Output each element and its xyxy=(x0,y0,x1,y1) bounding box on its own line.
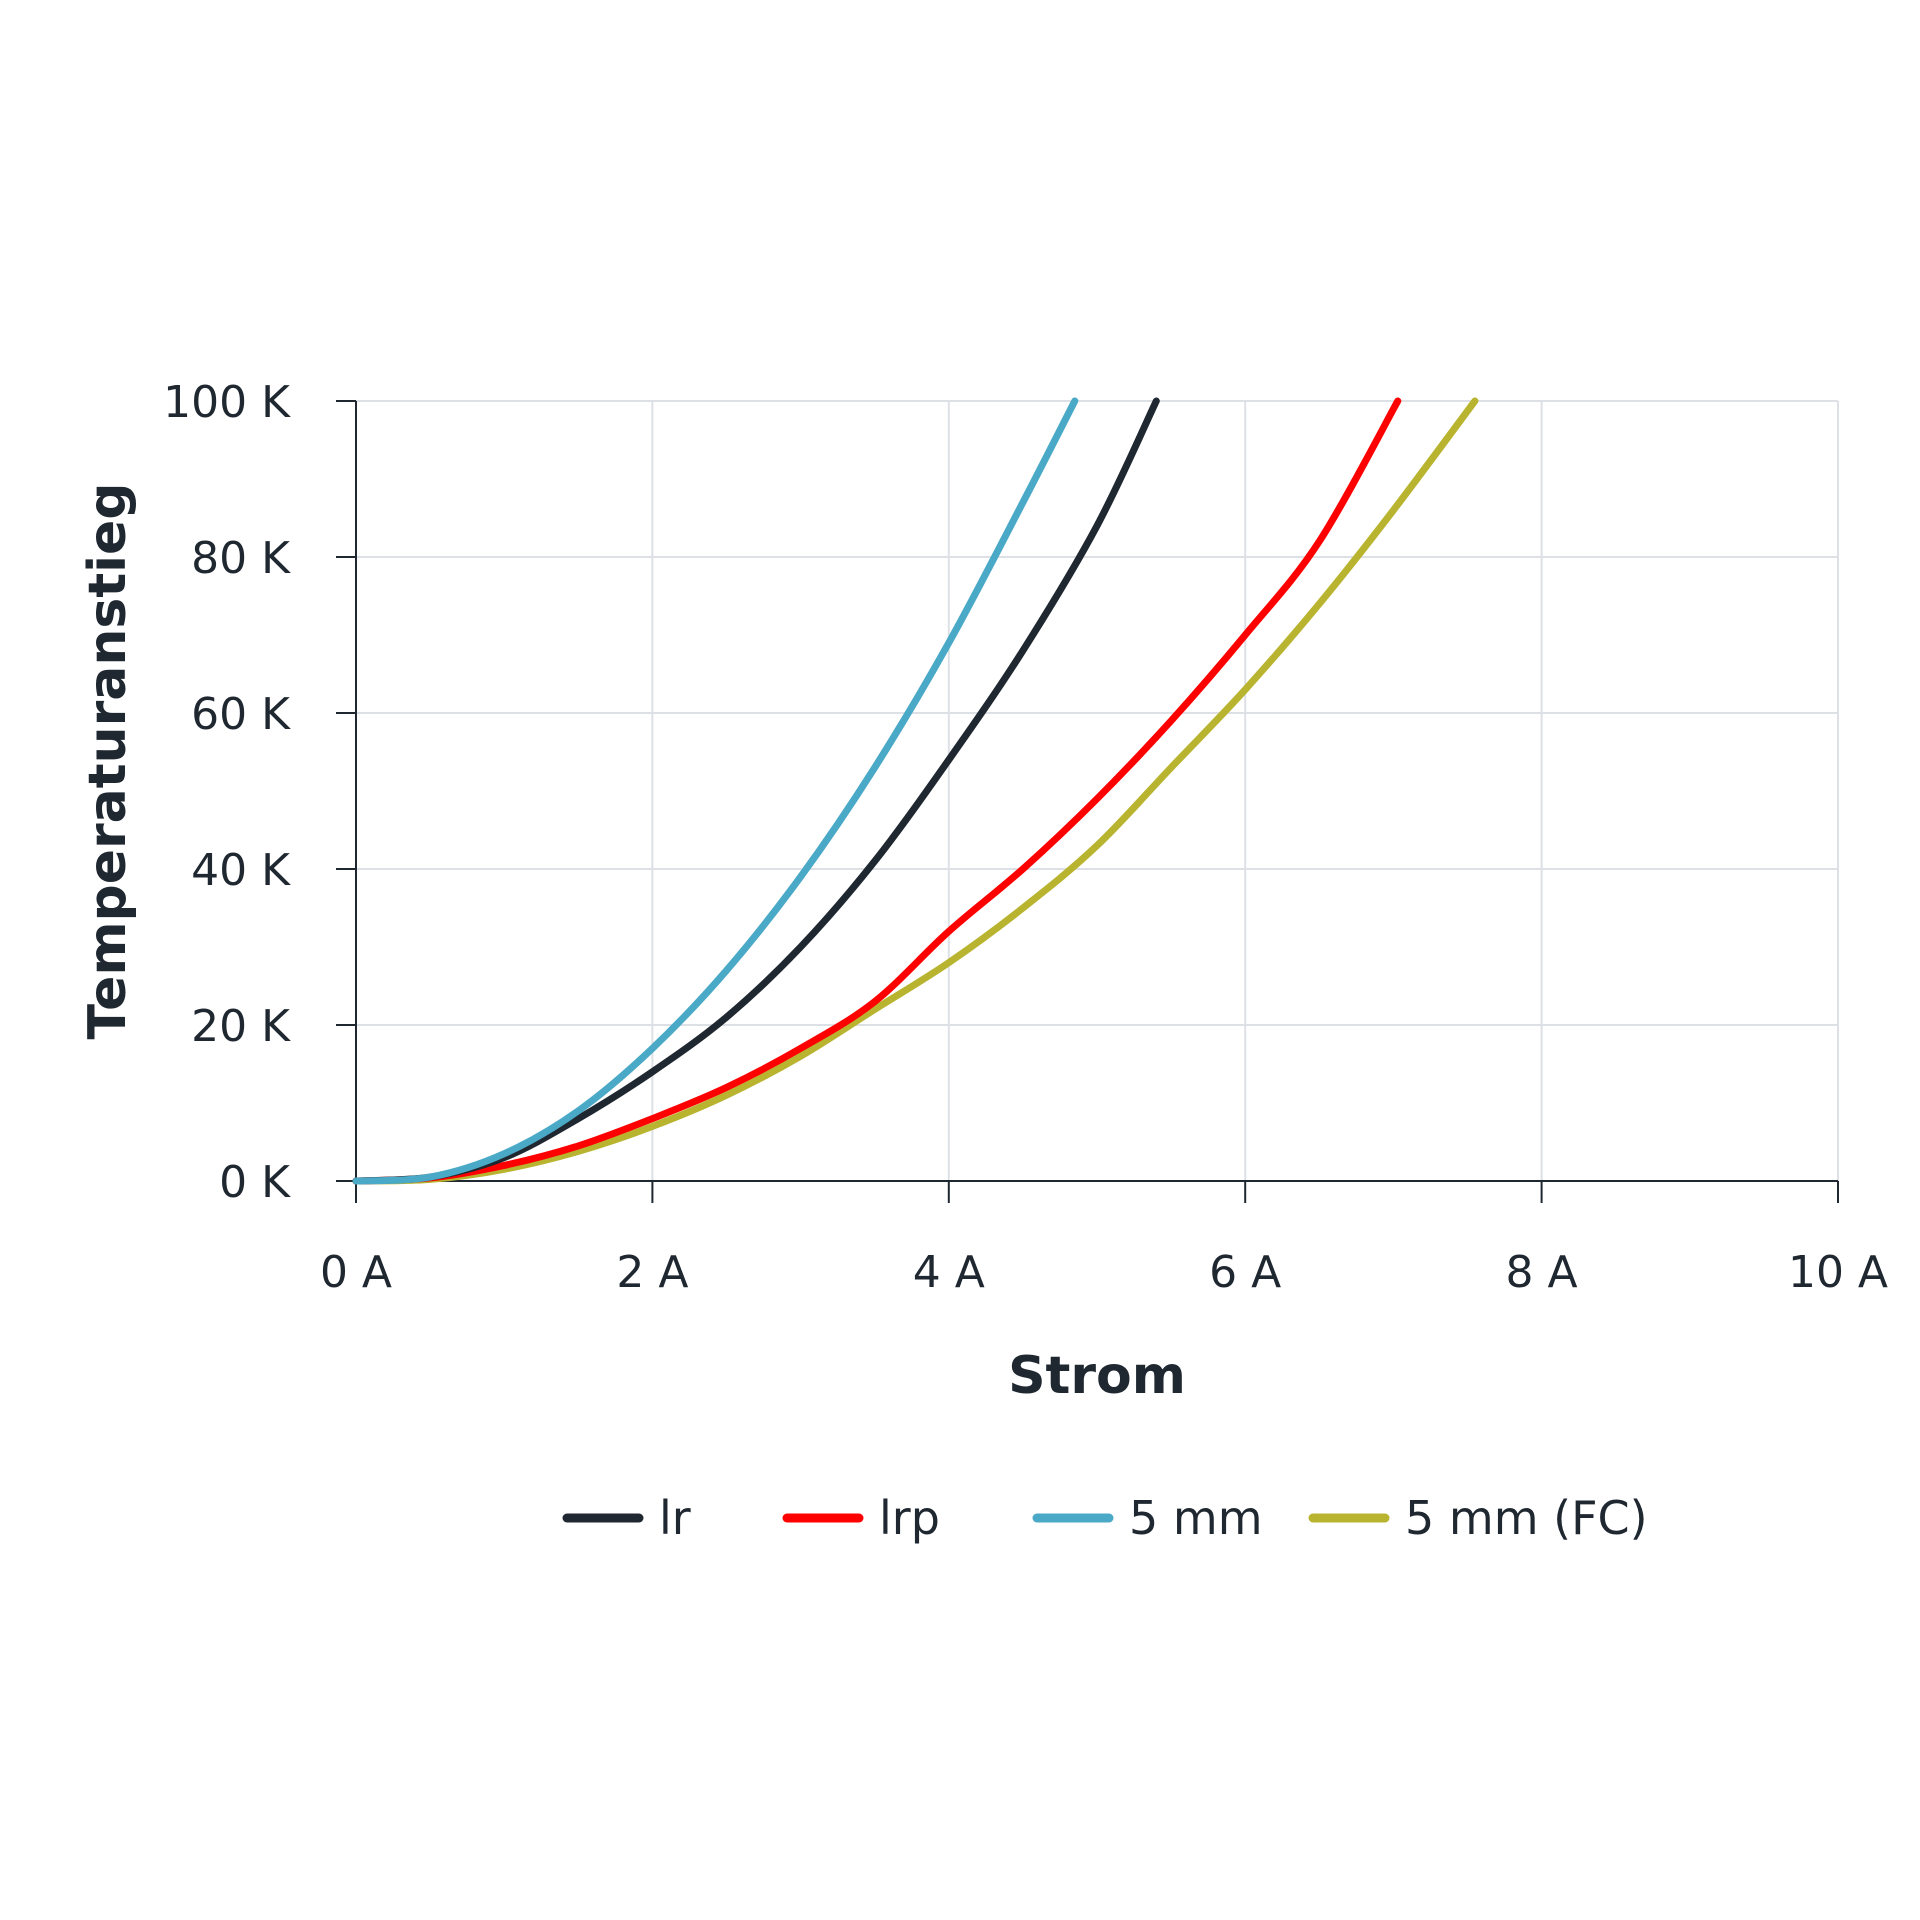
y-tick-label: 0 K xyxy=(219,1157,291,1208)
grid xyxy=(356,400,1839,1181)
y-tick-label: 80 K xyxy=(191,533,291,584)
legend-item-lrp: lrp xyxy=(782,1491,940,1545)
x-tick-label: 6 A xyxy=(1209,1247,1281,1298)
legend-item-5-mm: 5 mm xyxy=(1032,1491,1263,1545)
ticks: 0 K 20 K 40 K 60 K 80 K 100 K 0 A 2 A 4 A 6 A 8 A 1… xyxy=(163,377,1888,1298)
series-lines xyxy=(352,397,1479,1185)
x-tick-label: 10 A xyxy=(1788,1247,1888,1298)
x-axis-title: Strom xyxy=(1008,1346,1186,1406)
x-tick-label: 8 A xyxy=(1506,1247,1578,1298)
y-tick-label: 100 K xyxy=(163,377,291,428)
legend-item-5-mm-fc: 5 mm (FC) xyxy=(1308,1491,1648,1545)
series-line-lrp xyxy=(352,397,1402,1185)
x-tick-label: 0 A xyxy=(320,1247,392,1298)
y-tick-label: 40 K xyxy=(191,845,291,896)
legend-item-lr: lr xyxy=(562,1491,691,1545)
legend: lr lrp 5 mm 5 mm (FC) xyxy=(562,1491,1648,1545)
series-line-5-mm-fc xyxy=(352,397,1479,1185)
legend-label: lr xyxy=(659,1491,691,1545)
series-line-5-mm xyxy=(352,397,1079,1185)
legend-label: 5 mm (FC) xyxy=(1405,1491,1648,1545)
x-tick-label: 2 A xyxy=(616,1247,688,1298)
y-axis-title: Temperaturanstieg xyxy=(78,483,138,1040)
y-tick-label: 20 K xyxy=(191,1001,291,1052)
y-tick-label: 60 K xyxy=(191,689,291,740)
legend-label: lrp xyxy=(879,1491,940,1545)
x-tick-label: 4 A xyxy=(913,1247,985,1298)
legend-label: 5 mm xyxy=(1129,1491,1263,1545)
axes xyxy=(355,401,1838,1182)
series-line-lr xyxy=(352,397,1160,1185)
